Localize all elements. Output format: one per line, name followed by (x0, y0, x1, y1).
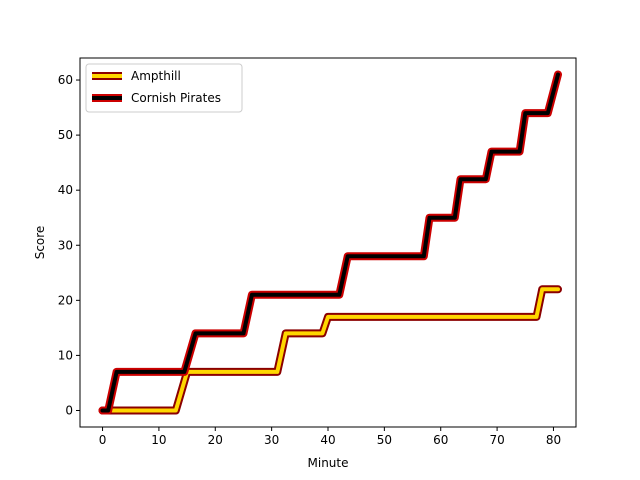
x-tick-label: 30 (264, 433, 279, 447)
x-tick-label: 50 (377, 433, 392, 447)
x-tick-label: 10 (151, 433, 166, 447)
ticks-layer: 0 10 20 30 40 50 60 70 80 0 10 20 30 40 50 60 (58, 73, 561, 447)
x-tick-label: 0 (99, 433, 107, 447)
y-tick-label: 10 (58, 348, 73, 362)
x-tick-label: 20 (208, 433, 223, 447)
plot-layer (98, 70, 562, 415)
series-ampthill-line (100, 287, 560, 413)
series-cornish-pirates-line (100, 72, 560, 413)
x-tick-label: 40 (320, 433, 335, 447)
x-tick-label: 80 (546, 433, 561, 447)
y-tick-label: 0 (65, 403, 73, 417)
legend-label-cornish-pirates: Cornish Pirates (131, 91, 221, 105)
y-tick-label: 40 (58, 183, 73, 197)
x-tick-label: 60 (433, 433, 448, 447)
y-axis-label: Score (33, 226, 47, 260)
y-tick-label: 50 (58, 128, 73, 142)
legend: Ampthill Cornish Pirates (85, 63, 243, 113)
y-tick-label: 20 (58, 293, 73, 307)
legend-box (85, 63, 243, 113)
legend-label-ampthill: Ampthill (131, 69, 181, 83)
y-tick-label: 30 (58, 238, 73, 252)
x-tick-label: 70 (489, 433, 504, 447)
y-tick-label: 60 (58, 73, 73, 87)
x-axis-label: Minute (308, 456, 349, 470)
